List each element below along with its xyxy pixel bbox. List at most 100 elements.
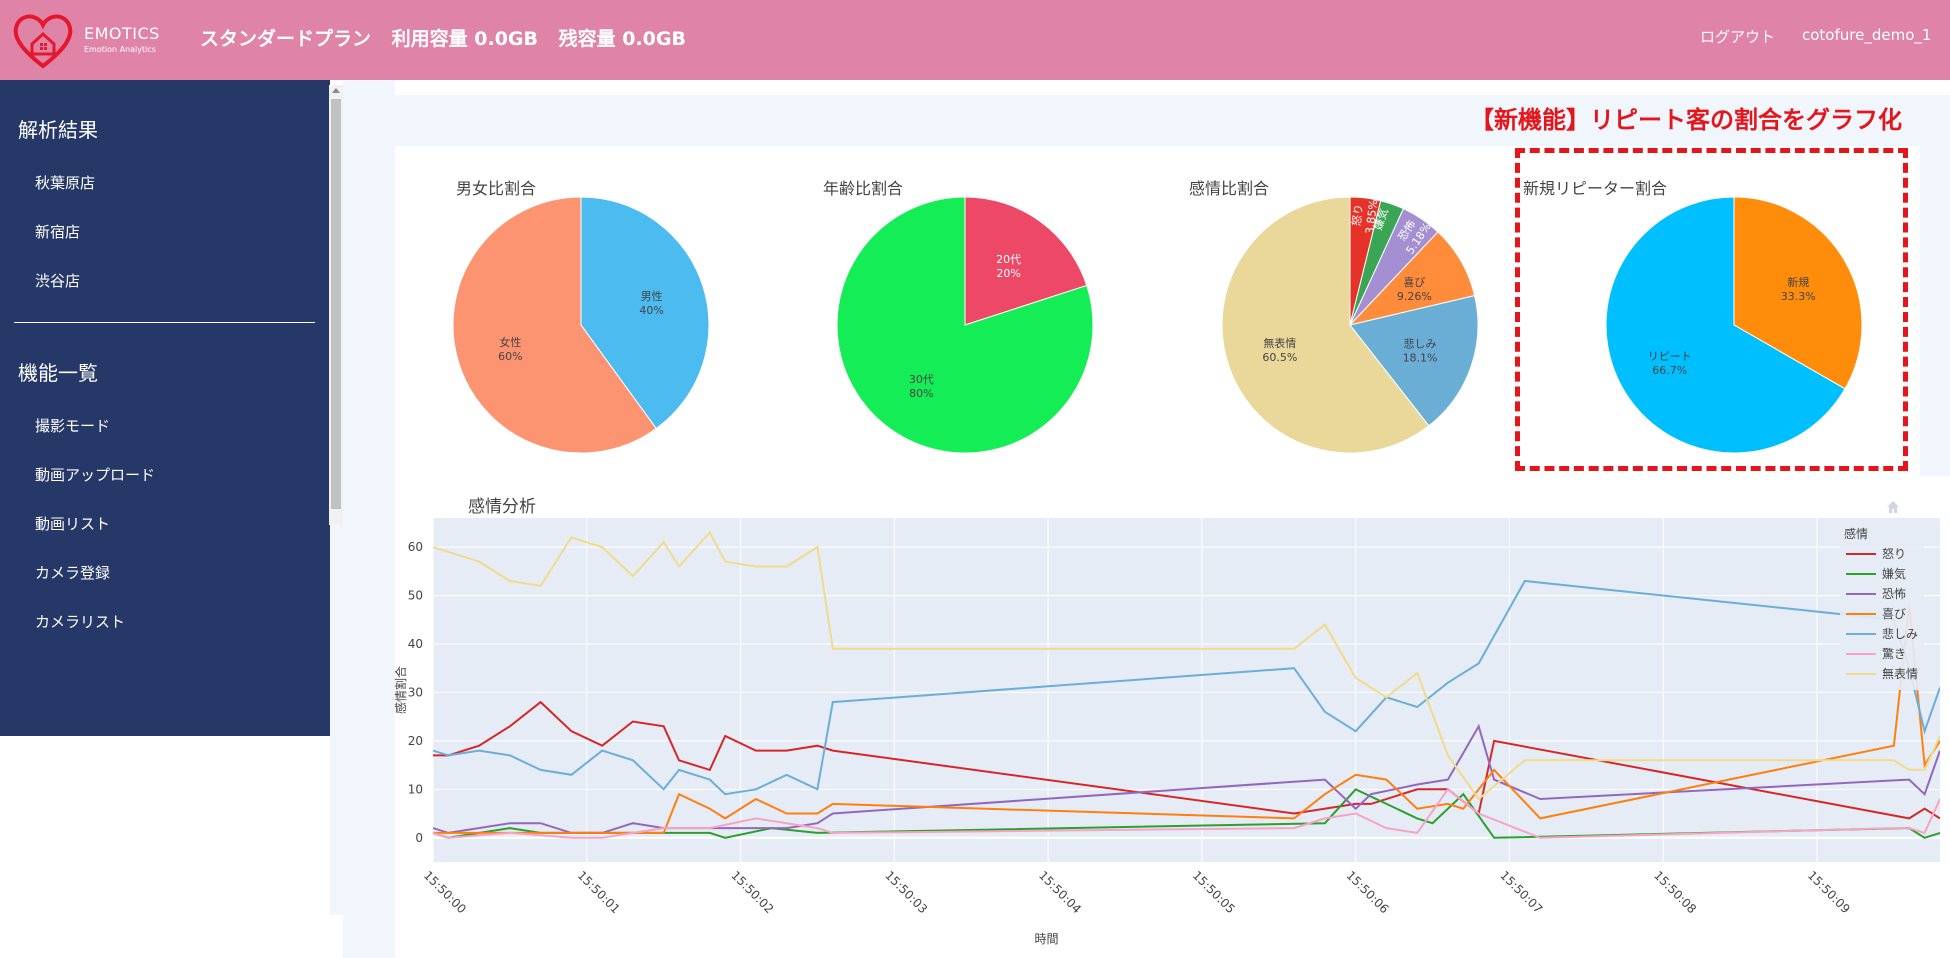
pie-slice[interactable]: [836, 196, 1094, 454]
pie-slice-label: 喜び: [1403, 276, 1425, 289]
logout-link[interactable]: ログアウト: [1700, 28, 1776, 46]
x-tick-label: 15:50:00: [421, 868, 469, 916]
x-tick-label: 15:50:08: [1651, 868, 1699, 916]
x-tick-label: 15:50:04: [1036, 868, 1084, 916]
legend-item[interactable]: 恐怖: [1882, 586, 1906, 601]
pie-title-gender: 男女比割合: [456, 179, 537, 198]
usage-label: 利用容量 0.0GB: [391, 28, 538, 50]
emotion-line-chart[interactable]: 0 10 20 30 40 50 60 15:50:00 15:50:01 15:50:02 15:…: [380, 500, 1940, 955]
series-line[interactable]: [432, 723, 1940, 834]
legend-title: 感情: [1844, 526, 1868, 541]
plan-info: スタンダードプラン 利用容量 0.0GB 残容量 0.0GB: [200, 24, 700, 51]
pie-slice-percent: 60%: [498, 350, 522, 363]
pie-slice-percent: 66.7%: [1652, 364, 1687, 377]
user-name-link[interactable]: cotofure_demo_1: [1802, 26, 1932, 44]
sidebar-item-capture-mode[interactable]: 撮影モード: [35, 417, 111, 435]
pie-slice-percent: 80%: [909, 387, 933, 400]
scrollbar-thumb[interactable]: [331, 99, 341, 509]
x-tick-label: 15:50:01: [575, 868, 623, 916]
sidebar-item-video-list[interactable]: 動画リスト: [35, 515, 111, 533]
pie-slice[interactable]: [1221, 196, 1430, 454]
x-tick-label: 15:50:02: [728, 868, 776, 916]
pie-title-emotion: 感情比割合: [1189, 179, 1270, 198]
y-tick-label: 20: [408, 734, 423, 748]
legend-background: [1840, 522, 1924, 690]
x-tick-label: 15:50:09: [1805, 868, 1853, 916]
pie-slice-label: 女性: [499, 335, 521, 349]
plan-label: スタンダードプラン: [200, 28, 372, 50]
sidebar-divider: [14, 322, 315, 323]
line-chart-title: 感情分析: [468, 497, 536, 517]
pie-title-repeater: 新規リピーター割合: [1523, 179, 1668, 198]
x-tick-label: 15:50:06: [1344, 868, 1392, 916]
pie-slice[interactable]: [1349, 295, 1479, 427]
sidebar-item-akihabara[interactable]: 秋葉原店: [35, 174, 96, 192]
x-tick-label: 15:50:05: [1190, 868, 1238, 916]
legend-item[interactable]: 嫌気: [1882, 566, 1906, 581]
pie-title-age: 年齢比割合: [823, 179, 904, 198]
features-heading: 機能一覧: [18, 361, 98, 385]
y-axis-title: 感情割合: [393, 666, 408, 714]
x-tick-label: 15:50:03: [882, 868, 930, 916]
pie-slice-label: 悲しみ: [1404, 337, 1437, 351]
legend-item[interactable]: 怒り: [1882, 546, 1906, 561]
logo-name: EMOTICS: [84, 24, 160, 43]
x-tick-label: 15:50:07: [1497, 868, 1545, 916]
legend-item[interactable]: 喜び: [1882, 607, 1906, 621]
pie-slice-percent: 9.26%: [1397, 290, 1432, 303]
pie-slice-label: 新規: [1787, 275, 1809, 289]
home-icon[interactable]: [1886, 500, 1900, 514]
pie-slice-percent: 40%: [639, 304, 663, 317]
sidebar: 解析結果 秋葉原店 新宿店 渋谷店 機能一覧 撮影モード 動画アップロード 動画…: [0, 80, 330, 736]
pie-slice-percent: 33.3%: [1781, 290, 1816, 303]
series-line[interactable]: [432, 530, 1940, 801]
pie-slice-percent: 60.5%: [1262, 351, 1297, 364]
scroll-up-icon[interactable]: [332, 88, 340, 93]
y-tick-label: 10: [408, 782, 423, 796]
pie-slice-label: 30代: [909, 373, 934, 386]
sidebar-scrollbar[interactable]: [329, 85, 343, 525]
pie-slice[interactable]: [452, 196, 657, 454]
remaining-label: 残容量 0.0GB: [558, 28, 686, 50]
sidebar-item-video-upload[interactable]: 動画アップロード: [35, 466, 156, 484]
pie-slice-label: 20代: [996, 253, 1021, 266]
y-tick-label: 0: [415, 831, 423, 845]
new-feature-banner: 【新機能】リピート客の割合をグラフ化: [1470, 106, 1902, 134]
y-tick-label: 50: [408, 589, 423, 603]
pie-slice-label: リピート: [1648, 350, 1692, 363]
legend-item[interactable]: 無表情: [1882, 666, 1918, 681]
content-top-bar: [395, 80, 1950, 95]
new-feature-highlight-box: [1515, 148, 1908, 471]
emotics-logo-icon[interactable]: [12, 10, 74, 70]
pie-slice-label: 男性: [641, 289, 663, 303]
series-line[interactable]: [432, 579, 1940, 796]
plot-background: [433, 518, 1940, 862]
y-tick-label: 40: [408, 637, 423, 651]
logo-subtitle: Emotion Analytics: [84, 45, 156, 54]
pie-slice-label: 嫌気: [1370, 206, 1390, 231]
sidebar-item-shinjuku[interactable]: 新宿店: [35, 223, 81, 241]
series-line[interactable]: [432, 787, 1940, 839]
pie-slice-label: 怒り: [1349, 203, 1366, 227]
sidebar-item-shibuya[interactable]: 渋谷店: [35, 272, 81, 290]
pie-slice[interactable]: [580, 196, 710, 430]
y-tick-label: 30: [408, 685, 423, 699]
legend-item[interactable]: 驚き: [1882, 646, 1906, 661]
content-left-strip: [330, 525, 380, 915]
sidebar-item-camera-register[interactable]: カメラ登録: [35, 564, 111, 582]
pie-slice[interactable]: [1605, 196, 1846, 454]
pie-slice-label: 無表情: [1263, 336, 1296, 350]
top-header: EMOTICS Emotion Analytics スタンダードプラン 利用容量…: [0, 0, 1950, 80]
series-line[interactable]: [433, 605, 1940, 834]
results-heading: 解析結果: [18, 118, 98, 142]
pie-slice[interactable]: [1733, 196, 1863, 390]
pie-slice[interactable]: [964, 196, 1088, 326]
pie-slice-percent: 20%: [996, 267, 1020, 280]
x-axis-title: 時間: [1034, 932, 1058, 946]
legend-item[interactable]: 悲しみ: [1882, 626, 1918, 641]
sidebar-item-camera-list[interactable]: カメラリスト: [35, 613, 126, 631]
